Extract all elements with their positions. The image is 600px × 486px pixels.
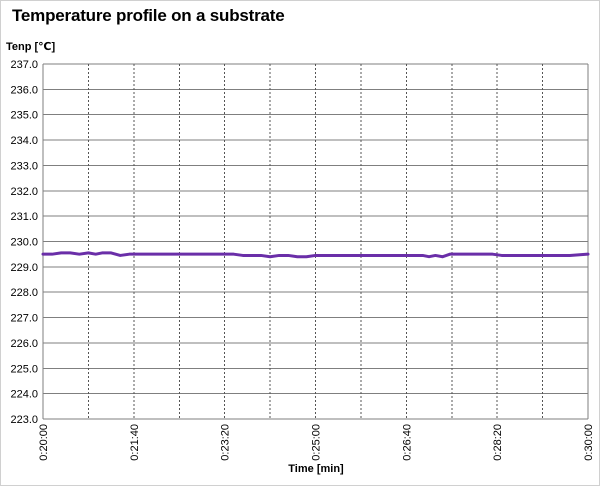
series-line: [41, 251, 590, 259]
grid: [42, 63, 589, 420]
y-tick-label: 232.0: [10, 186, 38, 198]
y-tick-label: 234.0: [10, 135, 38, 147]
y-tick-label: 228.0: [10, 287, 38, 299]
y-tick-label: 226.0: [10, 338, 38, 350]
x-tick-label: 0:28:20: [492, 424, 504, 461]
y-tick-label: 236.0: [10, 84, 38, 96]
x-tick-label: 0:23:20: [220, 424, 232, 461]
y-tick-label: 223.0: [10, 414, 38, 426]
y-tick-label: 233.0: [10, 160, 38, 172]
y-tick-label: 227.0: [10, 313, 38, 325]
y-tick-label: 230.0: [10, 237, 38, 249]
x-axis-title: Time [min]: [288, 463, 344, 475]
y-tick-label: 229.0: [10, 262, 38, 274]
x-tick-labels: 0:20:00 0:21:40 0:23:20 0:25:00 0:26:40 0:28:…: [38, 424, 595, 461]
chart-title: Temperature profile on a substrate: [12, 6, 285, 25]
y-tick-label: 225.0: [10, 363, 38, 375]
x-tick-label: 0:30:00: [583, 424, 595, 461]
x-tick-label: 0:21:40: [129, 424, 141, 461]
y-tick-labels: 223.0 224.0 225.0 226.0 227.0 228.0 229.0 230.0…: [10, 59, 38, 426]
y-tick-label: 235.0: [10, 110, 38, 122]
series-layer: [41, 251, 590, 259]
y-tick-label: 231.0: [10, 211, 38, 223]
y-tick-label: 224.0: [10, 389, 38, 401]
y-tick-label: 237.0: [10, 59, 38, 71]
x-tick-label: 0:25:00: [311, 424, 323, 461]
x-tick-label: 0:26:40: [401, 424, 413, 461]
y-axis-title: Tenp [℃]: [6, 41, 55, 53]
x-tick-label: 0:20:00: [38, 424, 50, 461]
